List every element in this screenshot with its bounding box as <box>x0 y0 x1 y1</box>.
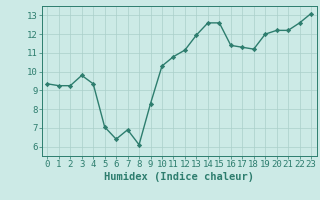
X-axis label: Humidex (Indice chaleur): Humidex (Indice chaleur) <box>104 172 254 182</box>
